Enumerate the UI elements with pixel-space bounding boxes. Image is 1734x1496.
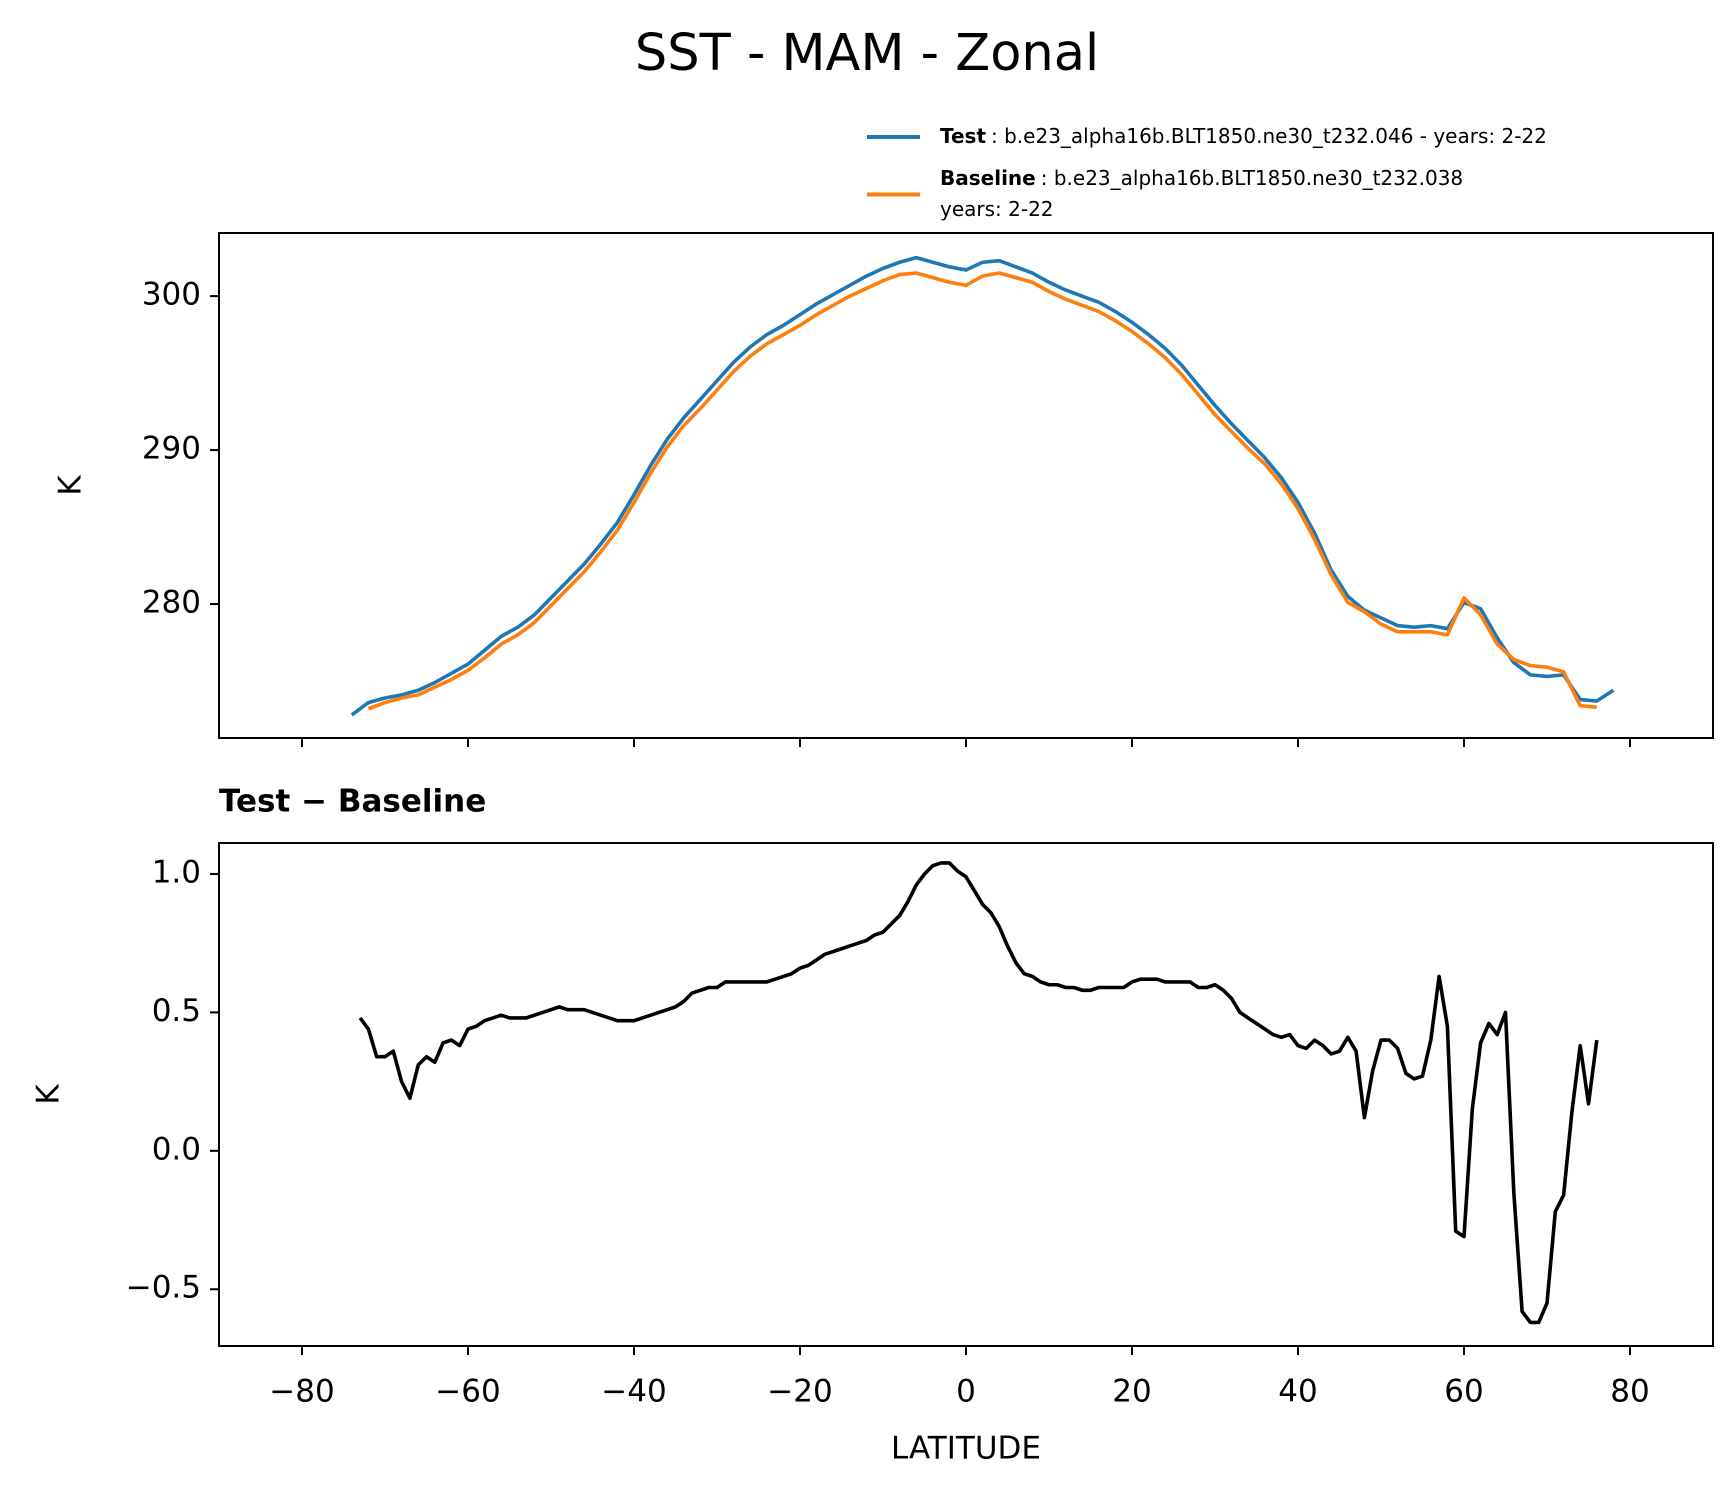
- x-tick-label: −20: [767, 1374, 832, 1410]
- data-line: [350, 255, 1615, 717]
- y-tick-label: 0.0: [152, 1131, 201, 1167]
- x-tick-label: −80: [269, 1374, 334, 1410]
- y-tick-label: 280: [142, 585, 201, 621]
- y-tick-label: 1.0: [152, 855, 201, 891]
- y-tick-label: 290: [142, 431, 201, 467]
- y-tick-label: 300: [142, 277, 201, 313]
- x-axis-label: LATITUDE: [891, 1431, 1041, 1467]
- axes-frame: [218, 842, 1714, 1347]
- legend-text: : b.e23_alpha16b.BLT1850.ne30_t232.038: [1041, 166, 1463, 190]
- y-axis-label: K: [53, 475, 89, 496]
- legend-label: Test: b.e23_alpha16b.BLT1850.ne30_t232.0…: [940, 124, 1547, 148]
- axes-frame: [218, 232, 1714, 739]
- legend-name: Test: [940, 124, 986, 148]
- x-tick-label: 0: [956, 1374, 976, 1410]
- x-tick-label: 20: [1112, 1374, 1151, 1410]
- figure-title: SST - MAM - Zonal: [635, 24, 1099, 83]
- x-tick-label: −60: [435, 1374, 500, 1410]
- legend-label: years: 2-22: [940, 197, 1054, 221]
- legend-text: : b.e23_alpha16b.BLT1850.ne30_t232.046 -…: [991, 124, 1547, 148]
- axes-title: Test − Baseline: [219, 784, 486, 820]
- legend-text: years: 2-22: [940, 197, 1054, 221]
- legend-name: Baseline: [940, 166, 1036, 190]
- x-tick-label: 80: [1610, 1374, 1649, 1410]
- x-tick-label: 40: [1278, 1374, 1317, 1410]
- data-line: [358, 861, 1599, 1325]
- y-tick-label: 0.5: [152, 993, 201, 1029]
- x-tick-label: −40: [601, 1374, 666, 1410]
- y-axis-label: K: [31, 1084, 67, 1105]
- x-tick-label: 60: [1444, 1374, 1483, 1410]
- data-line: [367, 271, 1597, 711]
- legend-label: Baseline: b.e23_alpha16b.BLT1850.ne30_t2…: [940, 166, 1463, 190]
- y-tick-label: −0.5: [126, 1270, 201, 1306]
